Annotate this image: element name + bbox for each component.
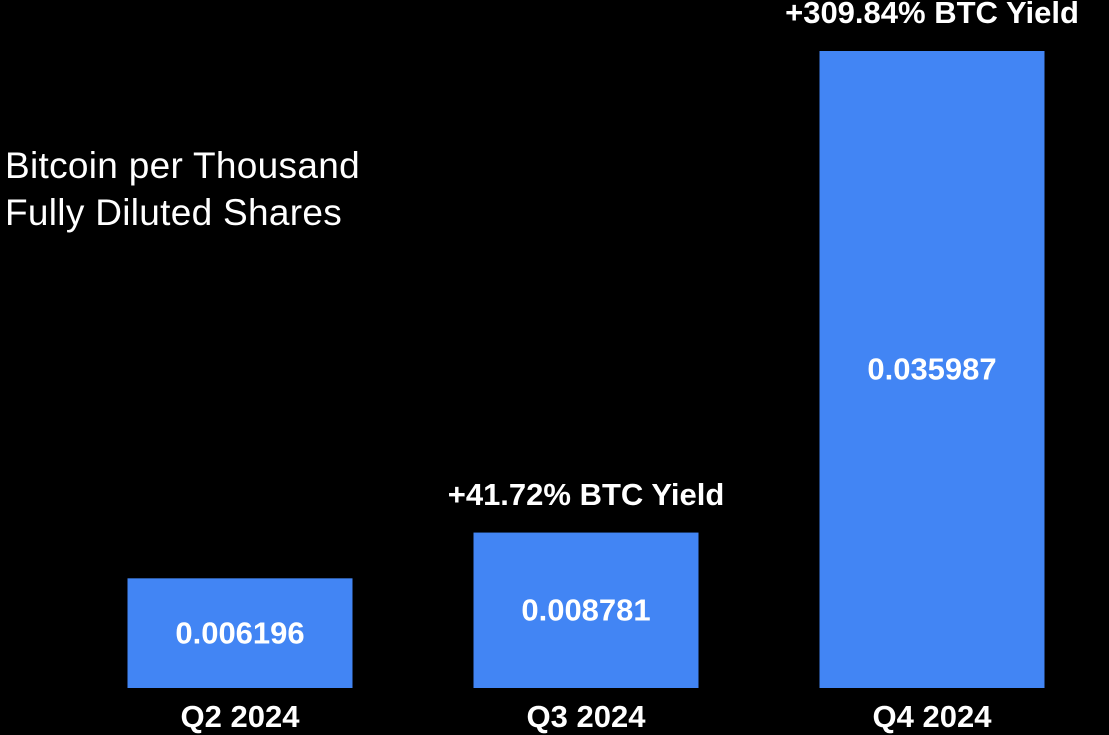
annotation: +309.84% BTC Yield	[785, 0, 1079, 30]
x-tick-label: Q3 2024	[527, 699, 647, 734]
x-tick-label: Q2 2024	[181, 699, 301, 734]
value-label: 0.006196	[175, 615, 304, 650]
annotation: +41.72% BTC Yield	[448, 477, 725, 512]
x-tick-label: Q4 2024	[873, 699, 993, 734]
value-label: 0.008781	[521, 592, 650, 627]
value-label: 0.035987	[867, 352, 996, 387]
chart-title: Bitcoin per Thousand Fully Diluted Share…	[5, 145, 360, 233]
bar	[127, 578, 353, 688]
bar	[819, 51, 1045, 688]
bar	[473, 532, 699, 688]
